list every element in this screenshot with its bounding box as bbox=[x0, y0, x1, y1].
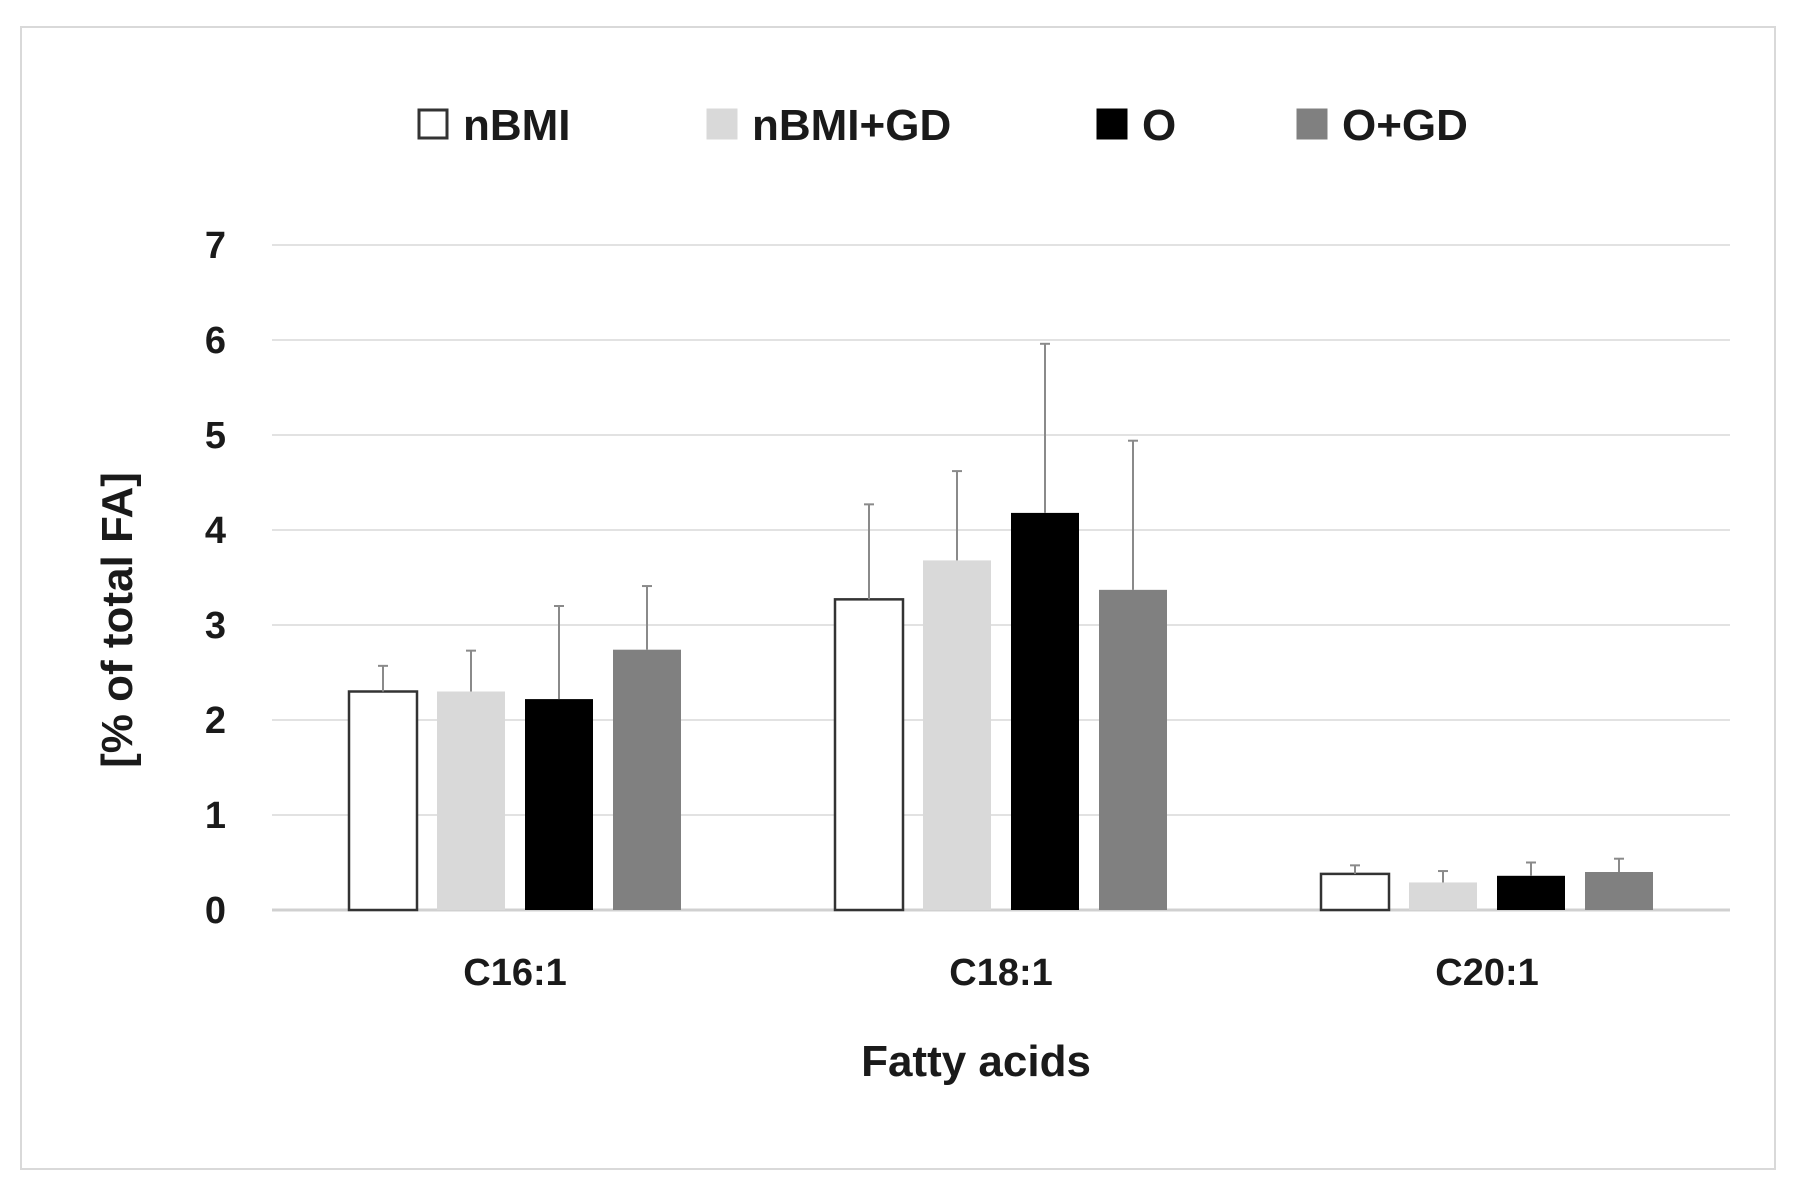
legend-swatch-nbmi-gd bbox=[706, 108, 738, 140]
bar-c20-1-o-gd bbox=[1585, 872, 1653, 910]
legend: nBMI nBMI+GD O O+GD bbox=[417, 101, 1468, 150]
bar-c16-1-nbmi-gd bbox=[437, 691, 505, 910]
x-category-label: C18:1 bbox=[949, 952, 1053, 994]
legend-item-nbmi-gd: nBMI+GD bbox=[706, 101, 951, 150]
bar-c20-1-nbmi-gd bbox=[1409, 882, 1477, 910]
y-tick-label: 6 bbox=[205, 320, 226, 362]
x-axis-categories: C16:1 C18:1 C20:1 bbox=[463, 952, 1539, 994]
gridlines bbox=[272, 244, 1730, 912]
y-tick-label: 3 bbox=[205, 605, 226, 647]
chart-frame bbox=[20, 26, 1776, 1170]
y-tick-label: 4 bbox=[205, 510, 226, 552]
legend-label-nbmi-gd: nBMI+GD bbox=[752, 101, 951, 150]
bars bbox=[347, 512, 1653, 912]
legend-item-o: O bbox=[1096, 101, 1176, 150]
x-category-label: C16:1 bbox=[463, 952, 567, 994]
x-axis-title: Fatty acids bbox=[861, 1037, 1091, 1086]
y-tick-label: 7 bbox=[205, 225, 226, 267]
legend-swatch-o bbox=[1096, 108, 1128, 140]
bar-c16-1-o-gd bbox=[613, 649, 681, 910]
y-tick-label: 2 bbox=[205, 700, 226, 742]
bar-c16-1-nbmi bbox=[347, 690, 419, 912]
legend-label-nbmi: nBMI bbox=[463, 101, 571, 150]
legend-label-o-gd: O+GD bbox=[1342, 101, 1468, 150]
bar-c18-1-o-gd bbox=[1099, 589, 1167, 910]
bar-c16-1-o bbox=[525, 699, 593, 910]
bar-c18-1-nbmi-gd bbox=[923, 560, 991, 910]
bar-c20-1-nbmi bbox=[1319, 872, 1391, 912]
bar-c18-1-o bbox=[1011, 512, 1079, 910]
legend-label-o: O bbox=[1142, 101, 1176, 150]
y-tick-label: 5 bbox=[205, 415, 226, 457]
bar-c20-1-o bbox=[1497, 875, 1565, 910]
y-tick-label: 1 bbox=[205, 795, 226, 837]
error-bars bbox=[378, 342, 1624, 883]
bar-c18-1-nbmi bbox=[833, 598, 905, 912]
y-tick-label: 0 bbox=[205, 890, 226, 932]
y-axis-ticks: 0 1 2 3 4 5 6 7 bbox=[205, 225, 226, 932]
y-axis-title: [% of total FA] bbox=[93, 472, 142, 768]
legend-swatch-o-gd bbox=[1296, 108, 1328, 140]
legend-swatch-nbmi bbox=[417, 108, 449, 140]
legend-item-nbmi: nBMI bbox=[417, 101, 571, 150]
legend-item-o-gd: O+GD bbox=[1296, 101, 1468, 150]
x-category-label: C20:1 bbox=[1435, 952, 1539, 994]
